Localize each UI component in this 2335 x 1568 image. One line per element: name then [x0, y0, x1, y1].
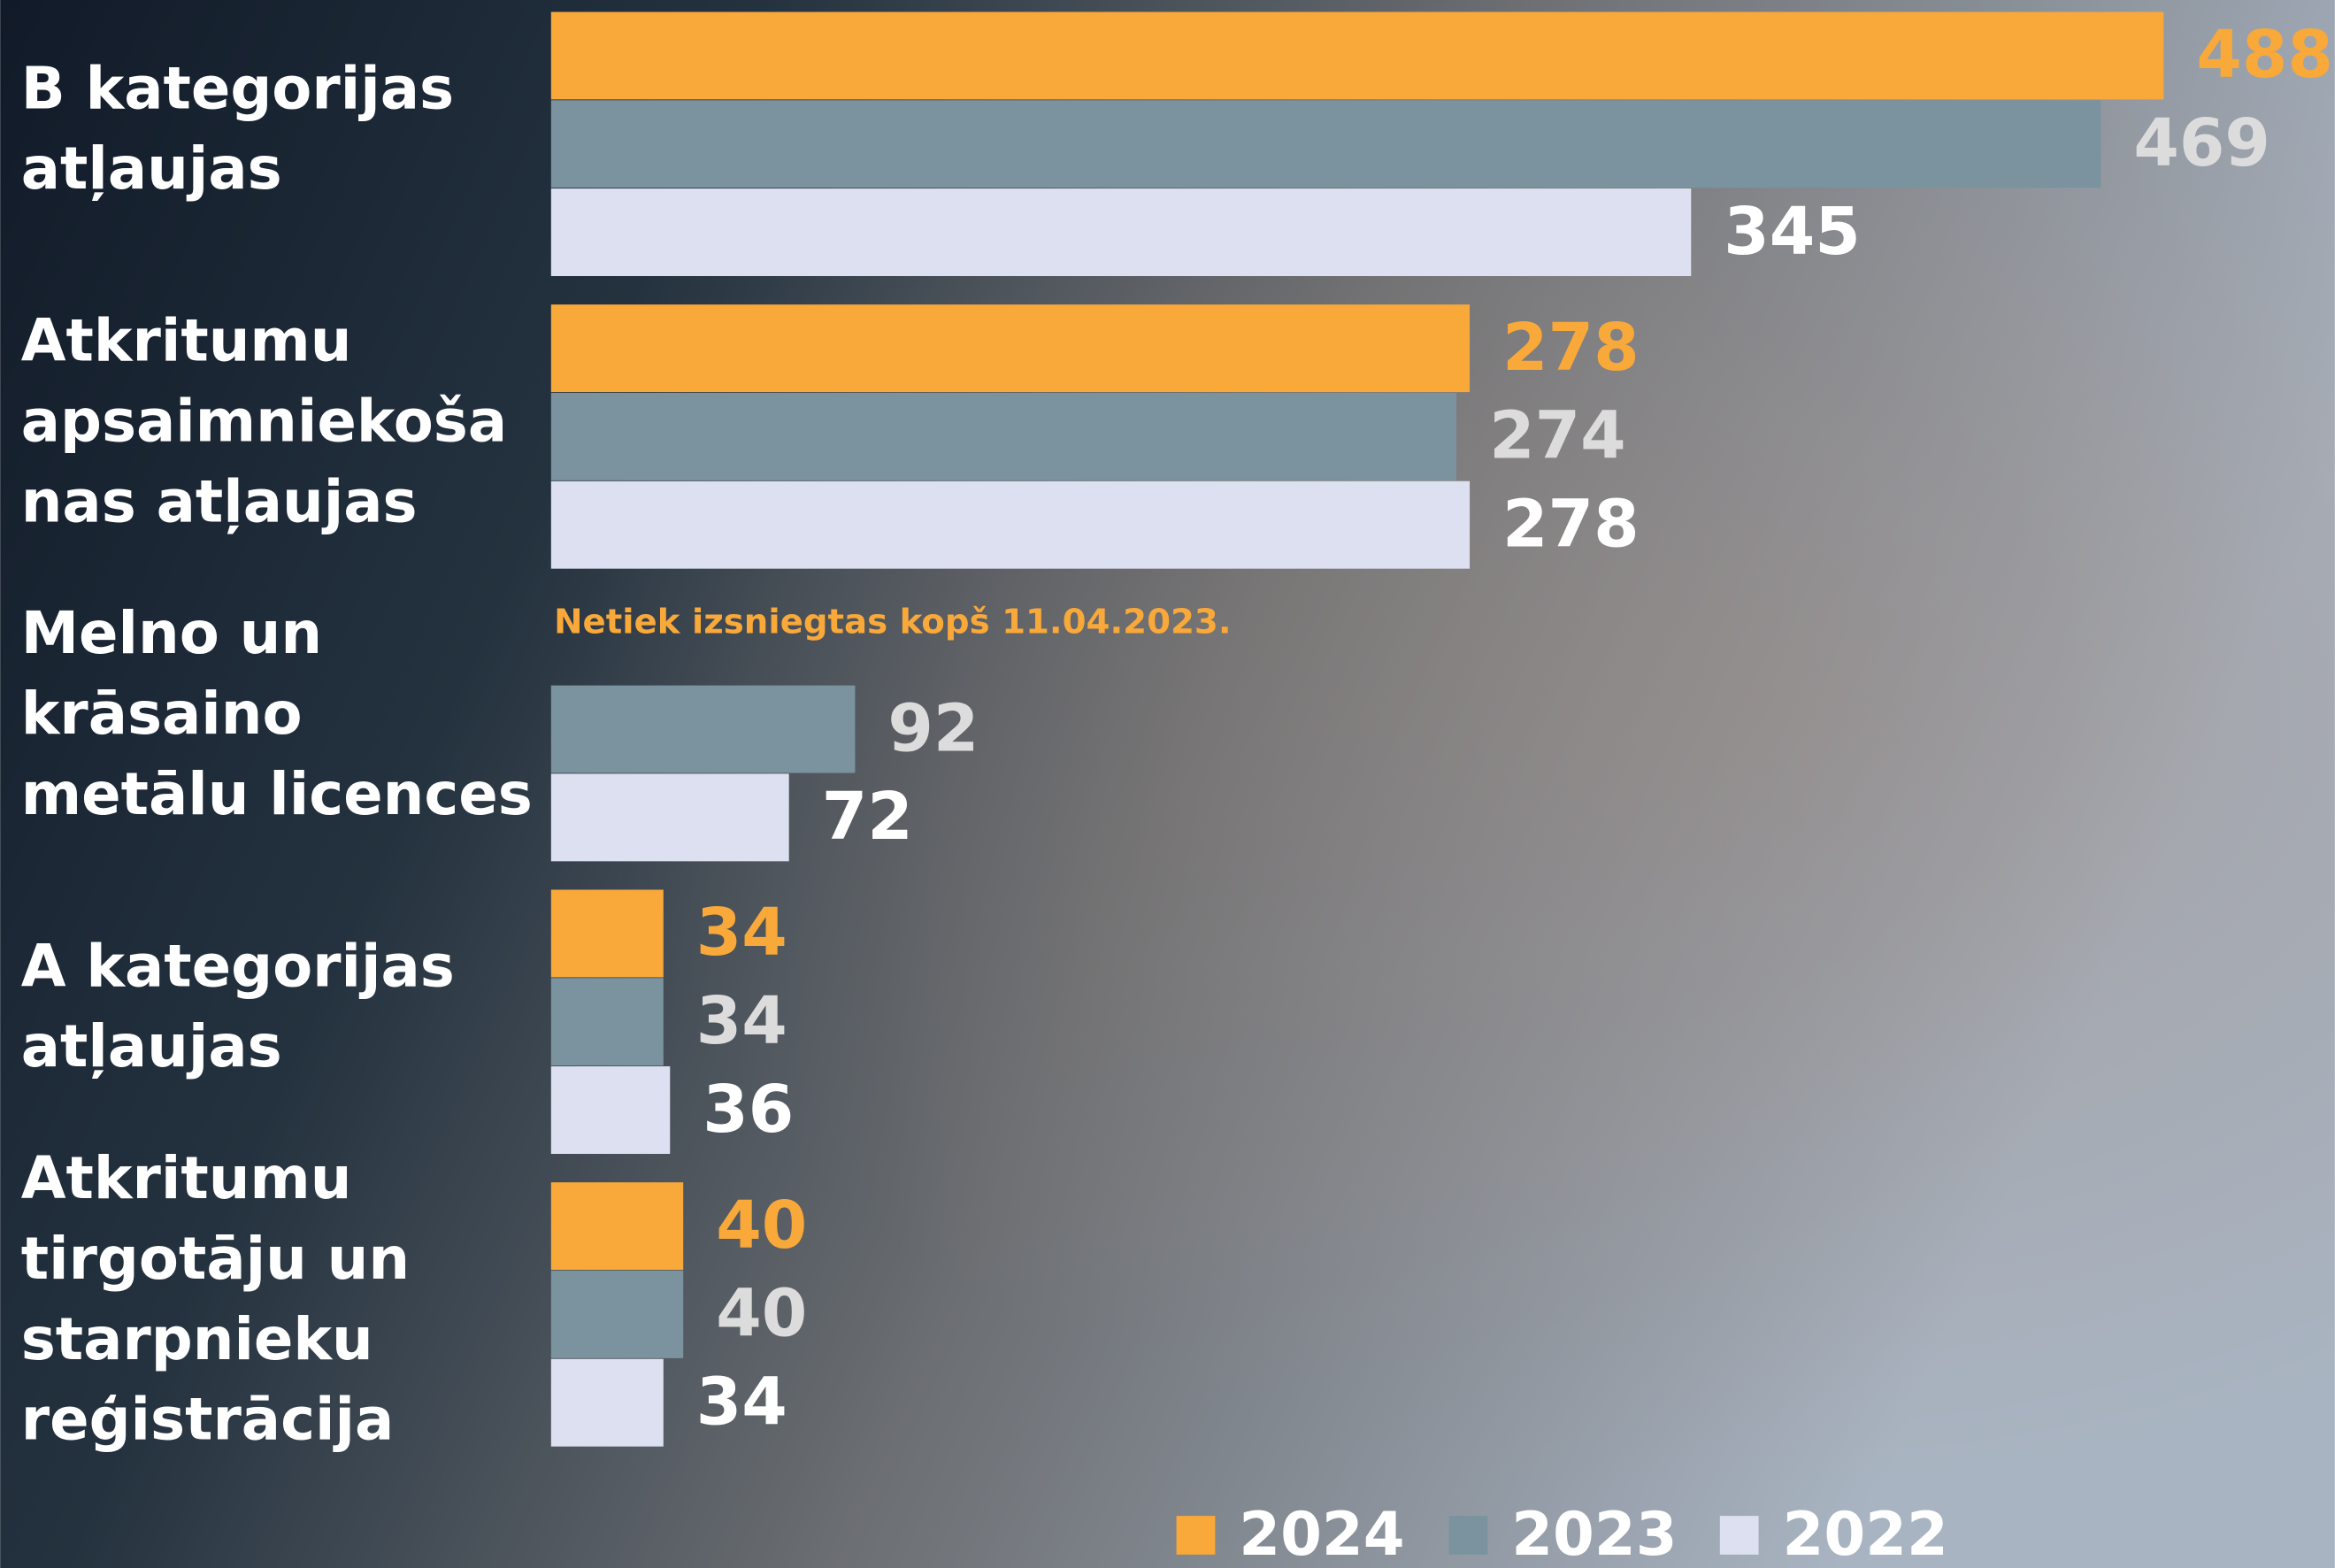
bar [550, 978, 664, 1066]
value-label: 34 [696, 1364, 787, 1440]
category-label: Melno un [21, 600, 322, 667]
value-label: 274 [1489, 398, 1626, 474]
category-label: apsaimniekoša [21, 388, 507, 455]
category-label: Atkritumu [21, 1145, 352, 1212]
value-label: 72 [822, 779, 913, 855]
value-label: 34 [696, 895, 787, 971]
bar [550, 1270, 684, 1358]
legend-swatch [1719, 1516, 1759, 1555]
bar [550, 1358, 664, 1447]
category-label: tirgotāju un [21, 1226, 410, 1293]
annotation: Netiek izsniegtas kopš 11.04.2023. [554, 603, 1231, 642]
legend-label: 2024 [1239, 1500, 1404, 1568]
value-label: 278 [1502, 310, 1640, 386]
value-label: 40 [716, 1188, 807, 1264]
bar [550, 889, 664, 978]
category-label: starpnieku [21, 1306, 373, 1373]
category-label: A kategorijas [21, 933, 455, 1000]
value-label: 92 [887, 690, 979, 766]
value-label: 278 [1502, 486, 1640, 562]
bar [550, 100, 2101, 188]
category-label: B kategorijas [21, 55, 454, 122]
category-label: reģistrācija [21, 1387, 395, 1454]
bar [550, 1066, 671, 1155]
bar [550, 480, 1471, 569]
bar [550, 12, 2164, 100]
value-label: 36 [703, 1072, 794, 1148]
category-label: metālu licences [21, 761, 533, 828]
bar [550, 773, 789, 862]
legend-swatch [1176, 1516, 1216, 1555]
bar [550, 304, 1471, 393]
legend-label: 2022 [1783, 1500, 1948, 1568]
legend-label: 2023 [1511, 1500, 1677, 1568]
bar [550, 1182, 684, 1271]
category-label: krāsaino [21, 680, 303, 748]
value-label: 488 [2196, 17, 2333, 93]
legend-swatch [1448, 1516, 1488, 1555]
value-label: 345 [1724, 194, 1861, 270]
bar [550, 188, 1692, 276]
category-label: atļaujas [21, 1013, 282, 1080]
bar [550, 685, 856, 773]
value-label: 34 [696, 983, 787, 1059]
category-label: nas atļaujas [21, 468, 418, 535]
value-label: 469 [2133, 105, 2270, 181]
category-label: atļaujas [21, 135, 282, 203]
category-label: Atkritumu [21, 308, 352, 375]
bar [550, 392, 1457, 480]
value-label: 40 [716, 1276, 807, 1352]
